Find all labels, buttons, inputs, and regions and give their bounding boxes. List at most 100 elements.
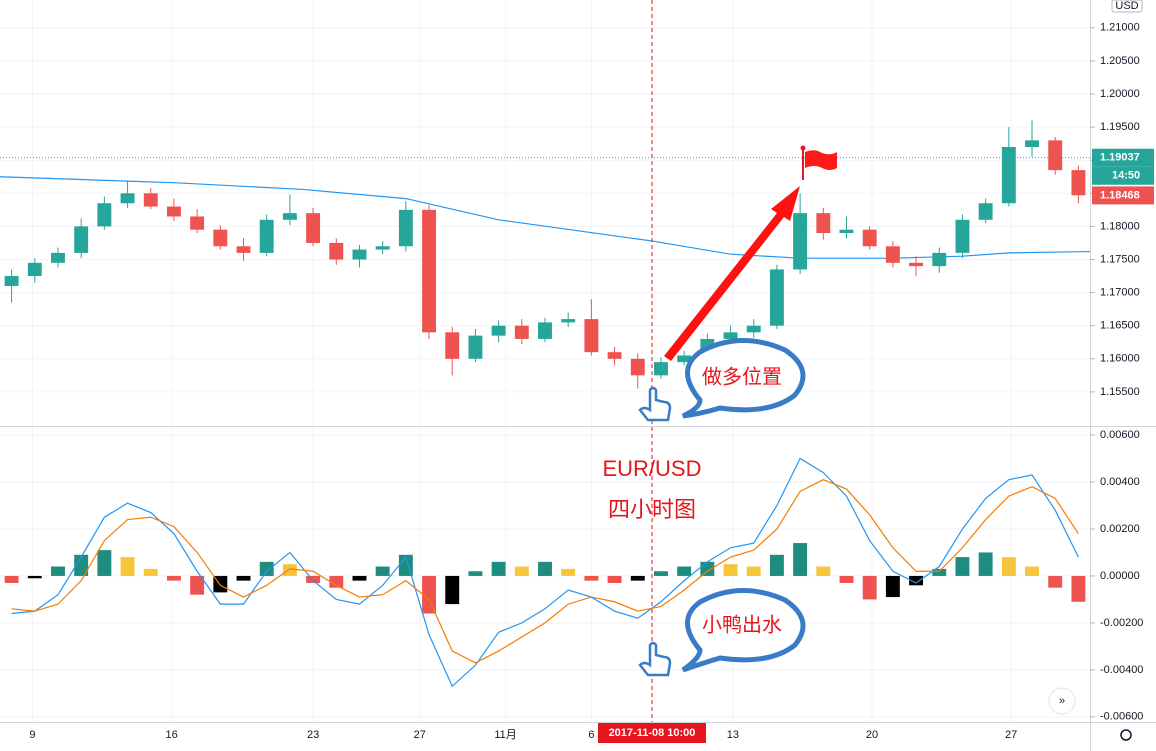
- y-tick-label: 1.19500: [1100, 121, 1140, 133]
- candle-body: [561, 319, 576, 323]
- histogram-bar: [932, 568, 947, 576]
- candle-body: [723, 332, 738, 339]
- candle-body: [422, 209, 436, 333]
- candle-body: [538, 322, 552, 339]
- candle-body: [306, 213, 321, 243]
- y-tick-label: 0.00400: [1100, 476, 1140, 488]
- candle-body: [259, 219, 274, 253]
- histogram-bar: [654, 571, 668, 576]
- last-price-label: 1.18468: [1100, 189, 1140, 201]
- y-tick-label: 1.16500: [1100, 320, 1140, 332]
- candle-body: [909, 262, 924, 267]
- speech-bubble: [681, 338, 806, 419]
- candle-body: [51, 252, 65, 263]
- histogram-bar: [27, 575, 42, 579]
- histogram-bar: [723, 564, 738, 576]
- candle-body: [769, 269, 784, 326]
- x-tick-label: 13: [727, 729, 739, 741]
- candle-body: [213, 229, 228, 247]
- indicator-line: [11, 479, 1079, 664]
- candle-body: [282, 213, 297, 220]
- candle-body: [236, 246, 251, 253]
- scroll-icon[interactable]: »: [1059, 695, 1065, 707]
- long-position-label: 做多位置: [702, 365, 782, 388]
- histogram-bar: [677, 566, 692, 576]
- x-tick-label: 23: [307, 729, 319, 741]
- histogram-bar: [862, 575, 877, 600]
- y-tick-label: 1.18000: [1100, 220, 1140, 232]
- y-tick-label: -0.00400: [1100, 664, 1143, 676]
- histogram-bar: [97, 550, 112, 576]
- candle-body: [955, 219, 970, 253]
- candle-body: [978, 203, 993, 220]
- histogram-bar: [120, 557, 135, 576]
- histogram-bar: [422, 575, 436, 614]
- x-tick-label: 20: [866, 729, 878, 741]
- histogram-bar: [143, 568, 158, 576]
- x-tick-label: 27: [1005, 729, 1017, 741]
- candle-body: [398, 209, 413, 247]
- candle-body: [932, 252, 947, 267]
- x-tick-label: 11月: [494, 729, 516, 741]
- candle-body: [120, 193, 135, 204]
- candle-body: [816, 213, 831, 234]
- candle-body: [352, 249, 367, 260]
- histogram-bar: [4, 575, 19, 583]
- candle-body: [514, 325, 529, 339]
- x-tick-label: 27: [414, 729, 426, 741]
- candle-body: [1001, 146, 1016, 204]
- histogram-bar: [468, 571, 483, 576]
- histogram-bar: [74, 554, 89, 576]
- histogram-bar: [746, 566, 761, 576]
- candle-body: [654, 362, 668, 376]
- histogram-bar: [538, 561, 552, 576]
- arrow: [664, 186, 800, 361]
- y-tick-label: 1.20500: [1100, 55, 1140, 67]
- candle-body: [1071, 170, 1086, 196]
- candle-body: [143, 193, 158, 207]
- histogram-bar: [1025, 566, 1039, 576]
- timeframe-label: 四小时图: [608, 497, 696, 522]
- candle-body: [630, 358, 645, 376]
- countdown-box: [1092, 166, 1154, 185]
- histogram-bar: [166, 575, 181, 581]
- histogram-bar: [1001, 557, 1016, 576]
- histogram-bar: [491, 561, 506, 576]
- candle-body: [885, 246, 900, 263]
- moving-average-line: [0, 176, 1091, 259]
- candle-body: [491, 325, 506, 336]
- histogram-bar: [769, 554, 784, 576]
- histogram-bar: [1071, 575, 1086, 602]
- histogram-bar: [1048, 575, 1063, 588]
- speech-bubble: [681, 588, 806, 673]
- histogram-bar: [352, 575, 367, 581]
- candle-body: [1048, 140, 1063, 171]
- scroll-button[interactable]: [1048, 687, 1076, 715]
- grid: [0, 0, 1090, 722]
- histogram-bar: [561, 568, 576, 576]
- y-tick-label: 1.17500: [1100, 253, 1140, 265]
- candle-body: [584, 319, 599, 353]
- candle-body: [839, 229, 854, 234]
- settings-icon[interactable]: [1120, 729, 1132, 741]
- y-tick-label: -0.00600: [1100, 711, 1143, 723]
- duck-signal-label: 小鸭出水: [702, 613, 782, 636]
- y-tick-label: 0.00600: [1100, 429, 1140, 441]
- symbol-label: EUR/USD: [602, 456, 701, 481]
- candle-body: [190, 216, 205, 230]
- histogram-bar: [978, 552, 993, 576]
- candle-body: [793, 213, 808, 270]
- histogram-bar: [816, 566, 831, 576]
- candle-body: [375, 246, 390, 250]
- candle-body: [468, 335, 483, 359]
- candle-body: [97, 203, 112, 227]
- candle-body: [677, 355, 692, 363]
- y-tick-label: 0.00000: [1100, 570, 1140, 582]
- plot-area: [0, 120, 1091, 688]
- histogram-bar: [607, 575, 622, 583]
- histogram-bar: [630, 575, 645, 581]
- histogram-bar: [445, 575, 460, 605]
- histogram-bar: [259, 561, 274, 576]
- y-tick-label: -0.00200: [1100, 617, 1143, 629]
